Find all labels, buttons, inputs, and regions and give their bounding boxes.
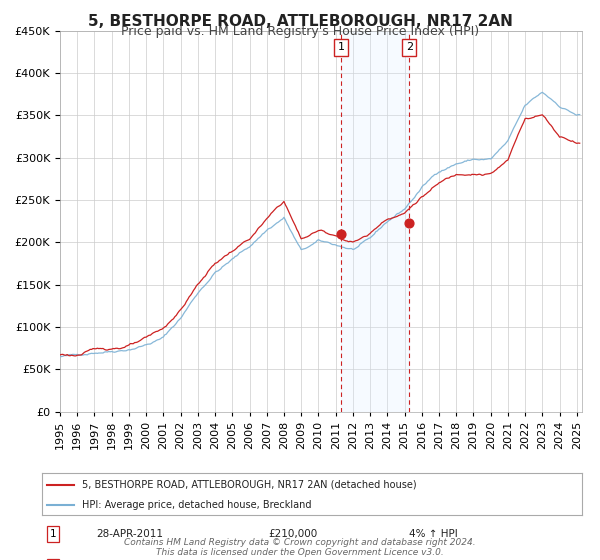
- Text: 5, BESTHORPE ROAD, ATTLEBOROUGH, NR17 2AN: 5, BESTHORPE ROAD, ATTLEBOROUGH, NR17 2A…: [88, 14, 512, 29]
- Text: HPI: Average price, detached house, Breckland: HPI: Average price, detached house, Brec…: [83, 500, 312, 510]
- Text: Contains HM Land Registry data © Crown copyright and database right 2024.
This d: Contains HM Land Registry data © Crown c…: [124, 538, 476, 557]
- Text: £210,000: £210,000: [269, 529, 318, 539]
- Bar: [341, 31, 409, 412]
- Text: 2: 2: [406, 42, 413, 52]
- Text: Price paid vs. HM Land Registry's House Price Index (HPI): Price paid vs. HM Land Registry's House …: [121, 25, 479, 38]
- Point: [337, 230, 346, 239]
- Text: 28-APR-2011: 28-APR-2011: [96, 529, 163, 539]
- Text: 1: 1: [338, 42, 344, 52]
- Point: [404, 219, 414, 228]
- Text: 4% ↑ HPI: 4% ↑ HPI: [409, 529, 458, 539]
- Text: 5, BESTHORPE ROAD, ATTLEBOROUGH, NR17 2AN (detached house): 5, BESTHORPE ROAD, ATTLEBOROUGH, NR17 2A…: [83, 480, 417, 490]
- Text: 1: 1: [49, 529, 56, 539]
